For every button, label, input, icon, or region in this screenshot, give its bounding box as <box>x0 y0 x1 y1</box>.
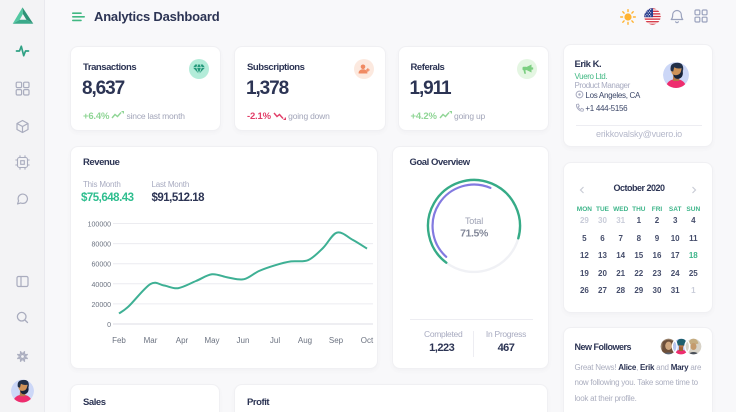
svg-text:60000: 60000 <box>92 262 112 269</box>
svg-text:0: 0 <box>107 322 111 329</box>
svg-text:20000: 20000 <box>92 302 112 309</box>
svg-text:Total: Total <box>464 216 482 226</box>
svg-text:Sep: Sep <box>329 336 344 345</box>
svg-text:May: May <box>204 336 219 345</box>
svg-text:Aug: Aug <box>298 336 312 345</box>
svg-text:Jul: Jul <box>270 336 280 345</box>
svg-text:Feb: Feb <box>112 336 126 345</box>
svg-text:80000: 80000 <box>92 242 112 249</box>
svg-text:Oct: Oct <box>361 336 374 345</box>
svg-text:71.5%: 71.5% <box>460 228 489 240</box>
svg-text:Mar: Mar <box>144 336 158 345</box>
svg-text:Apr: Apr <box>176 336 189 345</box>
svg-text:100000: 100000 <box>88 222 111 229</box>
svg-text:Jun: Jun <box>237 336 250 345</box>
svg-text:40000: 40000 <box>92 282 112 289</box>
